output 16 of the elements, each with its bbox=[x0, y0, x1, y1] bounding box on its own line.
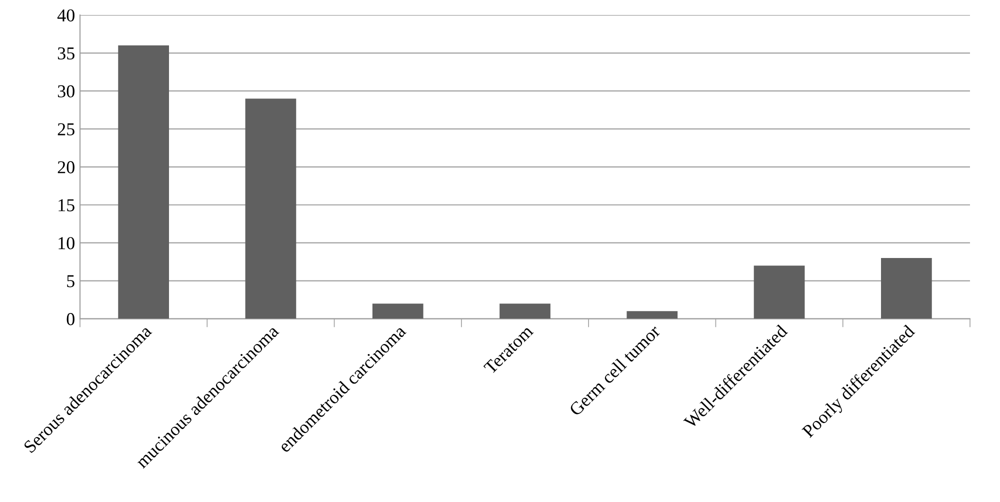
bar bbox=[118, 45, 169, 319]
y-tick-label: 35 bbox=[58, 47, 74, 60]
bar bbox=[245, 98, 296, 319]
y-tick-label: 5 bbox=[67, 275, 74, 288]
y-tick-label: 40 bbox=[57, 9, 74, 22]
bar bbox=[881, 258, 932, 319]
y-tick-label: 25 bbox=[58, 123, 74, 136]
y-tick-label: 15 bbox=[58, 199, 74, 212]
y-tick-label: 30 bbox=[58, 85, 74, 98]
y-tick-label: 0 bbox=[66, 313, 74, 326]
bar bbox=[626, 311, 678, 319]
y-tick-label: 10 bbox=[58, 237, 74, 250]
bar bbox=[500, 304, 550, 319]
bar bbox=[372, 304, 424, 319]
bar bbox=[754, 266, 805, 319]
y-tick-label: 20 bbox=[58, 161, 74, 174]
